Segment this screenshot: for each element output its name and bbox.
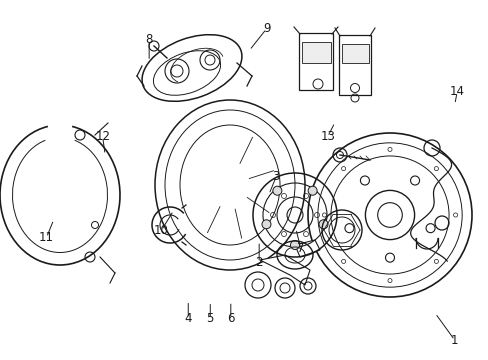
Text: 8: 8: [145, 33, 153, 46]
FancyBboxPatch shape: [298, 33, 332, 90]
FancyBboxPatch shape: [341, 44, 368, 63]
Circle shape: [272, 186, 281, 195]
Text: 2: 2: [255, 256, 263, 269]
Text: 13: 13: [320, 130, 334, 143]
Text: 3: 3: [272, 170, 280, 183]
Polygon shape: [260, 255, 309, 285]
FancyBboxPatch shape: [338, 35, 370, 95]
FancyBboxPatch shape: [301, 41, 330, 63]
Text: 7: 7: [296, 242, 304, 255]
Text: 1: 1: [450, 334, 458, 347]
Text: 14: 14: [449, 85, 464, 98]
Text: 4: 4: [184, 312, 192, 325]
Polygon shape: [294, 240, 319, 257]
Text: 12: 12: [95, 130, 110, 143]
Circle shape: [318, 220, 327, 229]
Text: 11: 11: [39, 231, 54, 244]
Text: 9: 9: [262, 22, 270, 35]
Text: 6: 6: [226, 312, 234, 325]
Circle shape: [290, 240, 299, 249]
Text: 10: 10: [154, 224, 168, 237]
Circle shape: [307, 186, 317, 195]
Text: 5: 5: [206, 312, 214, 325]
Circle shape: [262, 220, 270, 229]
